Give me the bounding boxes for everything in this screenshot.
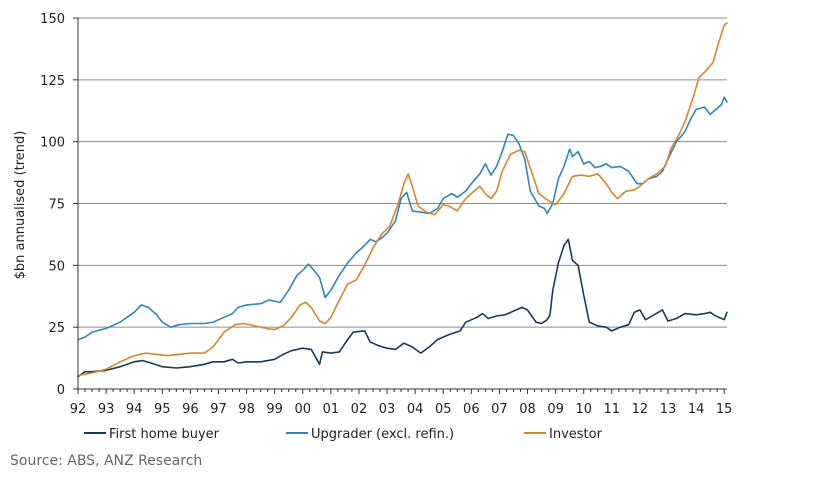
series-lines — [77, 22, 728, 378]
x-tick-label: 15 — [716, 402, 733, 417]
y-tick-label: 50 — [48, 259, 65, 274]
series-line-investor — [77, 22, 728, 377]
x-tick-label: 01 — [323, 402, 340, 417]
y-tick-label: 25 — [48, 321, 65, 336]
x-tick-label: 09 — [547, 402, 564, 417]
x-tick-label: 12 — [632, 402, 649, 417]
x-tick-label: 98 — [238, 402, 255, 417]
source-note: Source: ABS, ANZ Research — [10, 453, 202, 469]
legend-label: Upgrader (excl. refin.) — [311, 427, 454, 442]
x-tick-label: 06 — [463, 402, 480, 417]
x-tick-label: 00 — [294, 402, 311, 417]
x-tick-label: 08 — [519, 402, 536, 417]
x-tick-label: 92 — [70, 402, 87, 417]
x-tick-label: 95 — [154, 402, 171, 417]
x-tick-label: 04 — [407, 402, 424, 417]
x-tick-label: 93 — [98, 402, 115, 417]
x-tick-label: 96 — [182, 402, 199, 417]
x-tick-label: 05 — [435, 402, 452, 417]
axes: 0 25 50 75 100 125 150 92 93 94 95 96 97 98 99 00 01 02 03… — [40, 12, 732, 417]
y-tick-label: 100 — [40, 136, 65, 151]
legend-label: First home buyer — [109, 427, 220, 442]
x-tick-label: 10 — [575, 402, 592, 417]
x-tick-label: 03 — [379, 402, 396, 417]
x-tick-label: 13 — [660, 402, 677, 417]
legend: First home buyer Upgrader (excl. refin.) I… — [84, 427, 603, 442]
x-tick-label: 94 — [126, 402, 143, 417]
y-tick-label: 125 — [40, 74, 65, 89]
x-tick-label: 99 — [266, 402, 283, 417]
series-line-upgrader-excl-refin — [77, 96, 728, 341]
x-tick-label: 07 — [491, 402, 508, 417]
x-tick-label: 02 — [351, 402, 368, 417]
y-tick-label: 0 — [57, 383, 65, 398]
series-line-first-home-buyer — [77, 238, 728, 378]
y-tick-label: 75 — [48, 198, 65, 213]
x-tick-label: 14 — [688, 402, 705, 417]
legend-label: Investor — [549, 427, 603, 442]
y-axis-title: $bn annualised (trend) — [13, 131, 28, 280]
y-tick-label: 150 — [40, 12, 65, 27]
x-tick-label: 11 — [604, 402, 621, 417]
x-tick-label: 97 — [210, 402, 227, 417]
